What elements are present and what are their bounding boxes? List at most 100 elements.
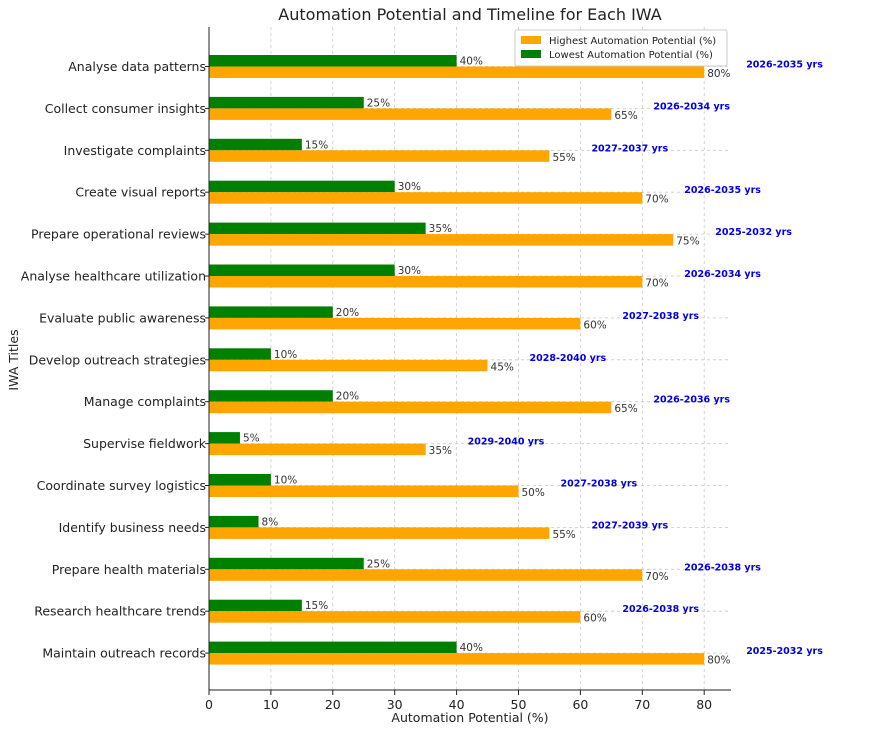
axes-layer: 0 10 20 30 40 50 60 70 80 Analyse data patterns Co…	[21, 27, 731, 712]
category-label: Prepare operational reviews	[31, 227, 206, 242]
bar-lowest	[209, 641, 457, 654]
bars-layer	[209, 55, 705, 665]
category-label: Research healthcare trends	[34, 604, 206, 619]
timeline-label: 2029-2040 yrs	[468, 437, 545, 448]
data-label-highest: 60%	[583, 613, 606, 625]
x-tick-label: 70	[634, 697, 650, 712]
data-label-lowest: 10%	[274, 349, 297, 361]
bar-lowest	[209, 96, 364, 109]
timeline-label: 2026-2038 yrs	[622, 604, 699, 615]
data-label-highest: 80%	[707, 655, 730, 667]
bar-highest	[209, 234, 674, 246]
legend-entry-label: Lowest Automation Potential (%)	[549, 50, 713, 61]
data-label-lowest: 10%	[274, 475, 297, 487]
data-label-highest: 70%	[645, 278, 668, 290]
data-label-highest: 50%	[522, 487, 545, 499]
data-label-highest: 45%	[491, 361, 514, 373]
data-label-highest: 60%	[583, 319, 606, 331]
timeline-label: 2026-2034 yrs	[684, 269, 761, 280]
bar-lowest	[209, 55, 457, 67]
data-label-lowest: 40%	[460, 642, 483, 654]
data-label-lowest: 8%	[262, 516, 279, 528]
chart-title: Automation Potential and Timeline for Ea…	[278, 5, 661, 24]
bar-highest	[209, 611, 581, 623]
timeline-label: 2026-2035 yrs	[746, 60, 823, 71]
data-label-highest: 65%	[614, 110, 637, 122]
x-tick-label: 40	[449, 697, 465, 712]
timeline-label: 2026-2034 yrs	[653, 101, 730, 112]
timeline-label: 2025-2032 yrs	[746, 646, 823, 657]
data-label-highest: 55%	[552, 152, 575, 164]
data-label-lowest: 25%	[367, 97, 390, 109]
legend-swatch	[521, 36, 541, 44]
category-label: Coordinate survey logistics	[37, 478, 206, 493]
bar-lowest	[209, 138, 302, 151]
labels-layer: 40% 80% 2026-2035 yrs 25% 65% 2026-2034 yrs 15…	[243, 56, 823, 667]
x-tick-label: 20	[325, 697, 341, 712]
bar-highest	[209, 317, 581, 330]
bar-lowest	[209, 474, 271, 486]
category-label: Analyse data patterns	[68, 59, 206, 74]
bar-lowest	[209, 432, 240, 444]
timeline-label: 2026-2036 yrs	[653, 395, 730, 406]
x-axis-label: Automation Potential (%)	[391, 710, 548, 725]
category-label: Supervise fieldwork	[83, 436, 207, 451]
legend-box	[514, 29, 728, 67]
bar-highest	[209, 108, 612, 120]
data-label-lowest: 40%	[460, 56, 483, 68]
bar-lowest	[209, 515, 259, 528]
bar-highest	[209, 485, 519, 497]
x-tick-label: 30	[387, 697, 403, 712]
x-tick-label: 0	[205, 697, 213, 712]
category-label: Identify business needs	[59, 520, 206, 535]
bar-highest	[209, 569, 643, 581]
timeline-label: 2027-2038 yrs	[622, 311, 699, 322]
category-label: Create visual reports	[75, 185, 206, 200]
data-label-lowest: 20%	[336, 391, 359, 403]
timeline-label: 2025-2032 yrs	[715, 227, 792, 238]
data-label-lowest: 35%	[429, 223, 452, 235]
data-label-lowest: 30%	[398, 181, 421, 193]
bar-lowest	[209, 180, 395, 193]
data-label-lowest: 30%	[398, 265, 421, 277]
bar-highest	[209, 276, 643, 288]
timeline-label: 2027-2037 yrs	[591, 143, 668, 154]
category-label: Investigate complaints	[64, 143, 206, 158]
legend-swatch	[521, 50, 541, 58]
data-label-highest: 70%	[645, 571, 668, 583]
x-tick-label: 10	[263, 697, 279, 712]
bar-highest	[209, 443, 426, 456]
timeline-label: 2026-2035 yrs	[684, 185, 761, 196]
timeline-label: 2027-2038 yrs	[561, 479, 638, 490]
bar-highest	[209, 359, 488, 372]
bar-lowest	[209, 264, 395, 276]
legend: Highest Automation Potential (%) Lowest A…	[514, 29, 728, 67]
data-label-highest: 70%	[645, 194, 668, 206]
category-label: Analyse healthcare utilization	[21, 269, 206, 284]
x-tick-label: 50	[511, 697, 527, 712]
data-label-highest: 35%	[429, 445, 452, 457]
data-label-highest: 55%	[552, 529, 575, 541]
bar-highest	[209, 527, 550, 539]
bar-highest	[209, 401, 612, 414]
bar-lowest	[209, 557, 364, 570]
bar-lowest	[209, 390, 333, 402]
data-label-lowest: 25%	[367, 558, 390, 570]
category-label: Develop outreach strategies	[29, 352, 206, 367]
legend-entry-label: Highest Automation Potential (%)	[549, 36, 716, 47]
x-tick-label: 60	[572, 697, 588, 712]
data-label-highest: 80%	[707, 68, 730, 80]
data-label-highest: 75%	[676, 236, 699, 248]
data-label-lowest: 5%	[243, 433, 260, 445]
category-label: Evaluate public awareness	[39, 310, 206, 325]
bar-highest	[209, 653, 705, 665]
bar-highest	[209, 66, 705, 78]
bar-lowest	[209, 599, 302, 612]
data-label-lowest: 15%	[305, 139, 328, 151]
timeline-label: 2027-2039 yrs	[591, 520, 668, 531]
bar-highest	[209, 150, 550, 162]
category-label: Manage complaints	[84, 394, 206, 409]
bar-highest	[209, 192, 643, 204]
